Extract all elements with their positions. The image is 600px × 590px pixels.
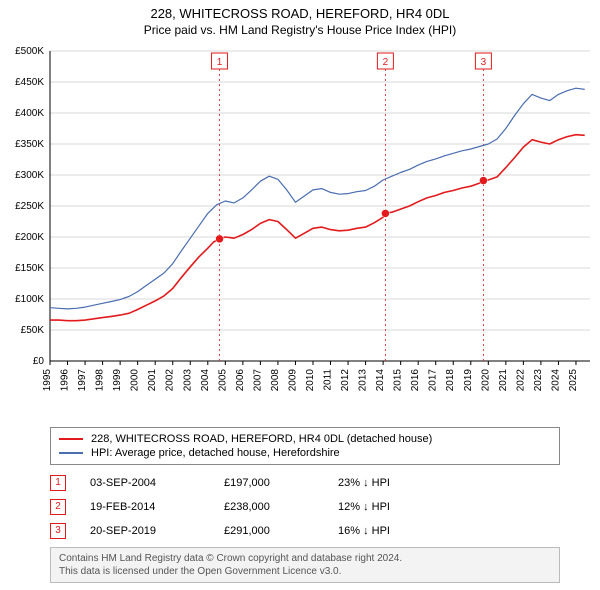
svg-text:1997: 1997 [77, 369, 88, 392]
sale-marker-icon: 2 [50, 499, 66, 515]
sale-date: 03-SEP-2004 [90, 477, 200, 489]
svg-text:2007: 2007 [252, 369, 263, 392]
svg-text:2014: 2014 [375, 369, 386, 392]
chart-subtitle: Price paid vs. HM Land Registry's House … [0, 21, 600, 41]
svg-text:2023: 2023 [533, 369, 544, 392]
sale-row: 1 03-SEP-2004 £197,000 23% ↓ HPI [50, 471, 560, 495]
svg-text:2011: 2011 [323, 369, 334, 391]
svg-text:£250K: £250K [15, 201, 44, 212]
svg-text:2025: 2025 [568, 369, 579, 392]
legend-item: HPI: Average price, detached house, Here… [59, 446, 551, 460]
chart-title: 228, WHITECROSS ROAD, HEREFORD, HR4 0DL [0, 0, 600, 21]
svg-text:2002: 2002 [165, 369, 176, 392]
svg-text:1996: 1996 [60, 369, 71, 392]
svg-text:£400K: £400K [15, 108, 44, 119]
legend-label: 228, WHITECROSS ROAD, HEREFORD, HR4 0DL … [91, 433, 432, 445]
sale-date: 19-FEB-2014 [90, 501, 200, 513]
sale-diff: 12% ↓ HPI [338, 501, 560, 513]
footer-line: This data is licensed under the Open Gov… [59, 565, 551, 578]
svg-text:3: 3 [481, 57, 487, 68]
svg-text:2000: 2000 [130, 369, 141, 392]
svg-text:£500K: £500K [15, 46, 44, 57]
svg-text:2015: 2015 [393, 369, 404, 392]
svg-text:1998: 1998 [95, 369, 106, 392]
sale-marker-icon: 1 [50, 475, 66, 491]
sale-row: 3 20-SEP-2019 £291,000 16% ↓ HPI [50, 519, 560, 543]
svg-text:2006: 2006 [235, 369, 246, 392]
svg-text:2017: 2017 [428, 369, 439, 392]
legend-label: HPI: Average price, detached house, Here… [91, 447, 340, 459]
svg-text:2019: 2019 [463, 369, 474, 392]
svg-text:£150K: £150K [15, 263, 44, 274]
svg-text:2008: 2008 [270, 369, 281, 392]
svg-text:2018: 2018 [445, 369, 456, 392]
svg-text:£200K: £200K [15, 232, 44, 243]
svg-text:£50K: £50K [21, 325, 45, 336]
line-chart: £0 £50K £100K £150K £200K £250K £300K £350K £400… [0, 41, 600, 421]
svg-text:2005: 2005 [217, 369, 228, 392]
sale-diff: 16% ↓ HPI [338, 525, 560, 537]
sale-row: 2 19-FEB-2014 £238,000 12% ↓ HPI [50, 495, 560, 519]
svg-text:2: 2 [383, 57, 389, 68]
svg-text:2001: 2001 [147, 369, 158, 392]
svg-text:2009: 2009 [287, 369, 298, 392]
footer-line: Contains HM Land Registry data © Crown c… [59, 552, 551, 565]
legend-item: 228, WHITECROSS ROAD, HEREFORD, HR4 0DL … [59, 432, 551, 446]
sale-date: 20-SEP-2019 [90, 525, 200, 537]
svg-text:1999: 1999 [112, 369, 123, 392]
svg-text:1995: 1995 [42, 369, 53, 392]
svg-text:£300K: £300K [15, 170, 44, 181]
sale-price: £291,000 [224, 525, 314, 537]
svg-text:2022: 2022 [515, 369, 526, 392]
legend-swatch [59, 452, 83, 454]
sale-price: £238,000 [224, 501, 314, 513]
sale-marker-icon: 3 [50, 523, 66, 539]
chart-area: £0 £50K £100K £150K £200K £250K £300K £350K £400… [0, 41, 600, 421]
svg-text:2012: 2012 [340, 369, 351, 392]
legend: 228, WHITECROSS ROAD, HEREFORD, HR4 0DL … [50, 427, 560, 465]
svg-text:1: 1 [217, 57, 223, 68]
svg-text:2016: 2016 [410, 369, 421, 392]
attribution-footer: Contains HM Land Registry data © Crown c… [50, 547, 560, 583]
svg-text:2010: 2010 [305, 369, 316, 392]
sale-price: £197,000 [224, 477, 314, 489]
svg-text:£450K: £450K [15, 77, 44, 88]
svg-text:2024: 2024 [550, 369, 561, 392]
svg-text:£350K: £350K [15, 139, 44, 150]
svg-text:2013: 2013 [358, 369, 369, 392]
svg-text:2021: 2021 [498, 369, 509, 392]
svg-text:£0: £0 [33, 356, 45, 367]
svg-text:2020: 2020 [480, 369, 491, 392]
svg-text:2004: 2004 [200, 369, 211, 392]
sale-diff: 23% ↓ HPI [338, 477, 560, 489]
sales-table: 1 03-SEP-2004 £197,000 23% ↓ HPI 2 19-FEB-201… [50, 471, 560, 543]
svg-text:2003: 2003 [182, 369, 193, 392]
legend-swatch [59, 438, 83, 440]
svg-text:£100K: £100K [15, 294, 44, 305]
